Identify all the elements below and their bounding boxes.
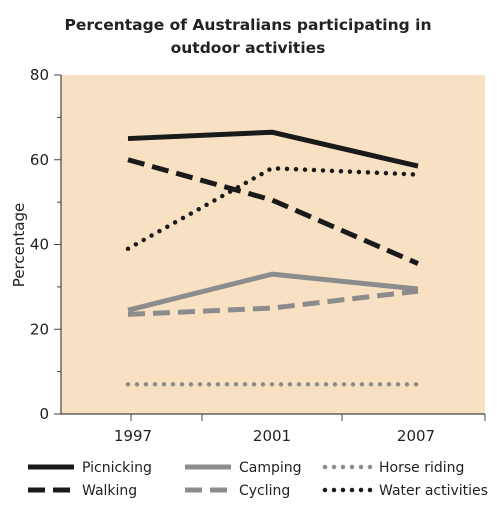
x-tick-label: 2007 (397, 427, 435, 445)
series-line-camping (127, 271, 419, 313)
legend-label-camping: Camping (239, 460, 302, 476)
y-tick-label: 40 (30, 236, 49, 254)
tick-labels: 0 20 40 60 80 1997 2001 2007 (30, 66, 435, 445)
legend: Picnicking Camping Horse riding Walking Cycl… (28, 460, 488, 499)
legend-label-horse-riding: Horse riding (379, 460, 464, 476)
chart-title-line-1: Percentage of Australians participating … (65, 16, 432, 34)
y-axis-label: Percentage (10, 203, 28, 287)
x-tick-label: 1997 (114, 427, 152, 445)
y-tick-label: 80 (30, 66, 49, 84)
axes (60, 75, 485, 415)
plot-area (61, 75, 485, 414)
y-tick-label: 0 (39, 405, 49, 423)
series-line-picnicking (127, 129, 419, 169)
x-tick-label: 2001 (253, 427, 291, 445)
legend-label-walking: Walking (82, 483, 137, 499)
legend-label-water-activities: Water activities (379, 483, 488, 499)
chart-title-line-2: outdoor activities (171, 39, 326, 57)
legend-label-picnicking: Picnicking (82, 460, 152, 476)
y-tick-label: 20 (30, 320, 49, 338)
series-line-water-activities (125, 165, 421, 251)
series-lines (125, 129, 421, 387)
y-tick-label: 60 (30, 151, 49, 169)
tick-marks (54, 74, 486, 421)
series-line-walking (127, 157, 419, 266)
legend-label-cycling: Cycling (239, 483, 290, 499)
